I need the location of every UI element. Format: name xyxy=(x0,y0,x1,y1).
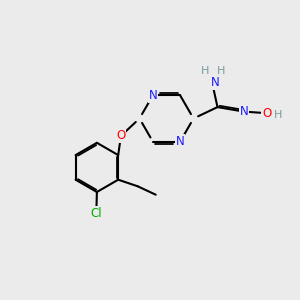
Text: N: N xyxy=(148,88,158,102)
Text: H: H xyxy=(201,66,210,76)
Text: H: H xyxy=(217,66,225,76)
Text: H: H xyxy=(274,110,282,120)
Text: N: N xyxy=(176,135,184,148)
Text: N: N xyxy=(211,76,220,89)
Text: N: N xyxy=(239,105,248,118)
Text: Cl: Cl xyxy=(91,207,102,220)
Text: O: O xyxy=(116,129,125,142)
Text: O: O xyxy=(262,106,272,120)
